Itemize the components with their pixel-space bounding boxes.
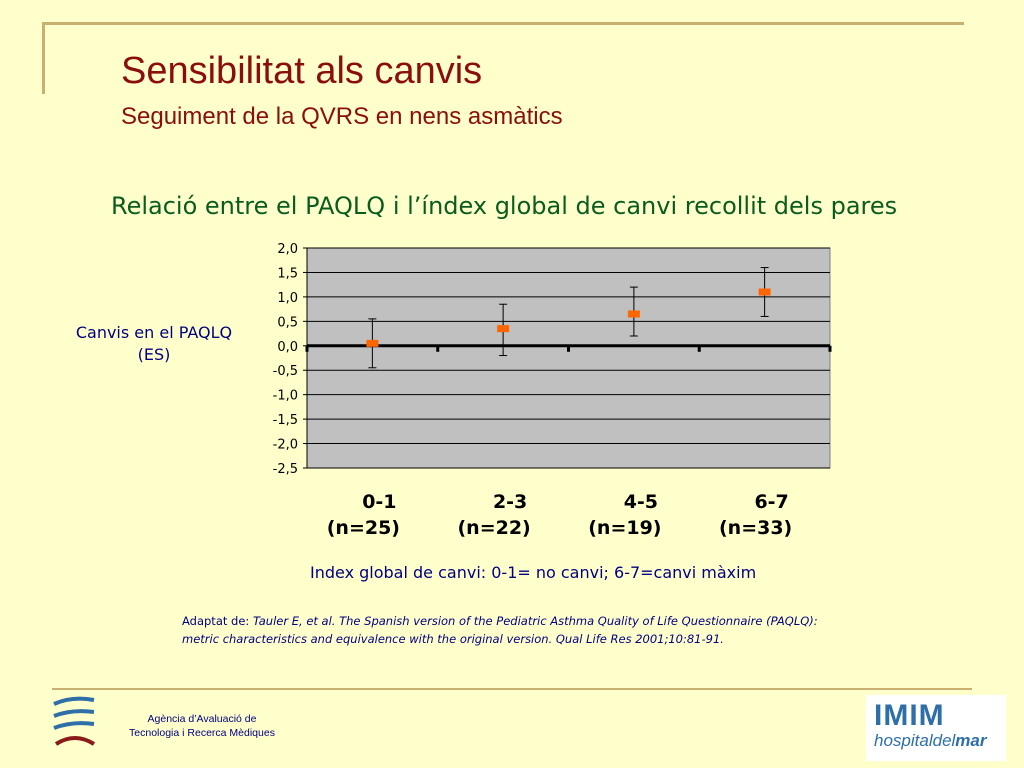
imim-hospital-logo: IMIM hospitaldelmar xyxy=(866,695,1006,761)
data-point xyxy=(497,325,510,333)
y-tick-label: -2,5 xyxy=(273,462,298,477)
slide-subtitle: Seguiment de la QVRS en nens asmàtics xyxy=(121,103,563,130)
data-point xyxy=(758,288,771,296)
y-tick-label: -1,0 xyxy=(273,389,298,404)
source-line2: metric characteristics and equivalence w… xyxy=(182,632,724,646)
x-category-label: 0-1 xyxy=(362,491,396,513)
top-rule xyxy=(42,22,964,25)
paqlq-chart: 2,0 1,5 1,0 0,5 0,0 -0,5 -1,0 -1,5 -2,0 -2,5 0-1 (n… xyxy=(273,242,832,539)
source-citation: Adaptat de: Tauler E, et al. The Spanish… xyxy=(182,612,818,648)
x-category-note: (n=25) xyxy=(327,517,400,539)
imim-logo-text: IMIM xyxy=(874,699,945,732)
y-axis-label: Canvis en el PAQLQ (ES) xyxy=(44,322,284,366)
y-tick-label: 0,0 xyxy=(277,340,298,355)
source-line1: Tauler E, et al. The Spanish version of … xyxy=(252,614,818,628)
agency-name: Agència d’Avaluació de Tecnologia i Rece… xyxy=(112,712,292,740)
bottom-rule xyxy=(52,688,972,690)
chart-heading: Relació entre el PAQLQ i l’índex global … xyxy=(111,192,898,220)
x-category-label: 4-5 xyxy=(624,491,658,513)
x-category-note: (n=19) xyxy=(588,517,661,539)
x-category-note: (n=33) xyxy=(719,517,792,539)
plot-area xyxy=(306,247,831,469)
x-category-label: 2-3 xyxy=(493,491,527,513)
y-tick-label: -2,0 xyxy=(273,438,298,453)
y-tick-label: 1,5 xyxy=(277,266,298,281)
agency-name-line2: Tecnologia i Recerca Mèdiques xyxy=(129,727,275,739)
y-axis-label-line1: Canvis en el PAQLQ xyxy=(75,323,233,342)
y-tick-label: 2,0 xyxy=(277,242,298,257)
source-prefix: Adaptat de: xyxy=(182,614,253,628)
y-tick-label: 0,5 xyxy=(277,315,298,330)
y-tick-label: 1,0 xyxy=(277,291,298,306)
left-rule xyxy=(42,22,45,94)
x-category-label: 6-7 xyxy=(754,491,788,513)
hospital-logo-text: hospitaldelmar xyxy=(874,731,987,750)
x-axis-note: Index global de canvi: 0-1= no canvi; 6-… xyxy=(310,563,757,582)
slide-title: Sensibilitat als canvis xyxy=(121,50,483,92)
x-category-note: (n=22) xyxy=(457,517,530,539)
data-point xyxy=(627,310,640,318)
y-tick-label: -1,5 xyxy=(273,413,298,428)
data-point xyxy=(366,339,379,347)
y-axis-label-line2: (ES) xyxy=(137,345,171,364)
agency-logo-icon xyxy=(53,696,96,746)
agency-name-line1: Agència d’Avaluació de xyxy=(147,713,257,725)
y-tick-label: -0,5 xyxy=(273,364,298,379)
